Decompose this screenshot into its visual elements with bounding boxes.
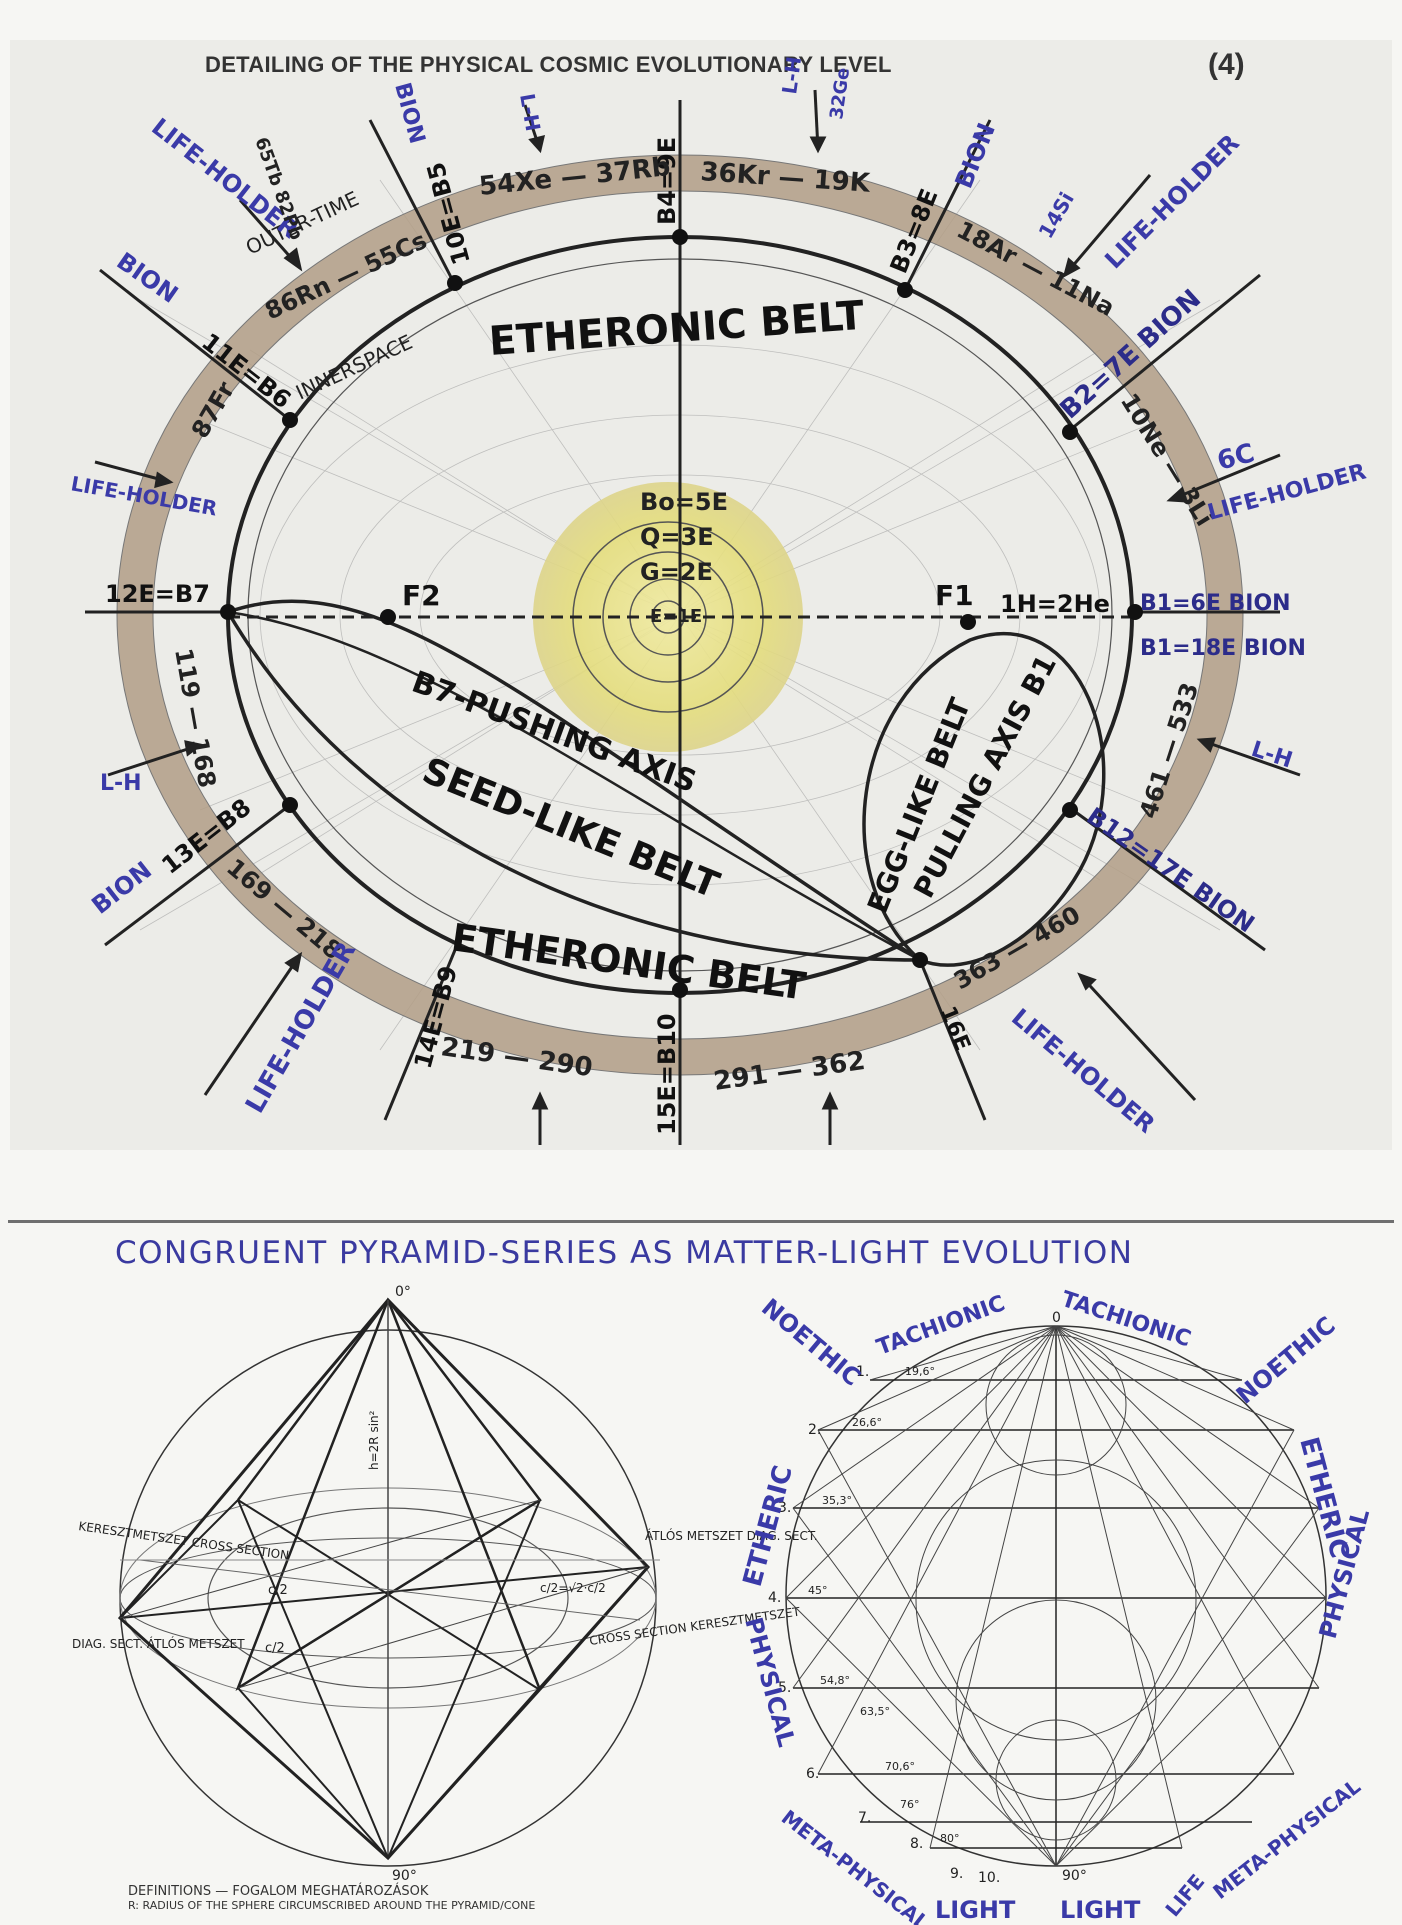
angle-4: 45° [808, 1584, 828, 1597]
section-divider [8, 1220, 1394, 1223]
level-10-label: 10. [978, 1870, 1000, 1886]
noethic-right: NOETHIC [1231, 1311, 1341, 1410]
outer-spokes [85, 100, 1280, 1145]
left-top-deg: 0° [395, 1284, 411, 1300]
arrows [94, 89, 1301, 1145]
focus-f1: F1 [935, 579, 974, 612]
angle-9: 80° [940, 1832, 960, 1845]
node-b1b: B1=18E BION [1140, 636, 1306, 661]
left-bottom-deg: 90° [392, 1868, 417, 1884]
level-4-label: 4. [768, 1590, 781, 1606]
lh-left: L-H [100, 771, 142, 796]
hydrogen-label: 1H=2He [1000, 590, 1110, 618]
core-e: E=1E [650, 606, 702, 627]
definitions: DEFINITIONS — FOGALOM MEGHATÁROZÁSOK R: … [128, 1885, 535, 1913]
level-2-label: 2. [808, 1422, 821, 1438]
h-formula: h=2R sin² [367, 1410, 381, 1470]
level-1-label: 1. [856, 1364, 869, 1380]
node-b1: B1=6E BION [1140, 591, 1291, 616]
right-top-annot: ÁTLÓS METSZET DIAG. SECT. [645, 1528, 818, 1543]
noethic-left: NOETHIC [756, 1293, 866, 1392]
bottom-deg-label: 90° [1062, 1868, 1087, 1884]
node-b4: B4=9E [653, 137, 681, 225]
physical-left: PHYSICAL [739, 1614, 800, 1749]
level-3-label: 3. [778, 1500, 791, 1516]
page-number: (4) [1208, 48, 1245, 81]
angle-7: 70,6° [885, 1760, 915, 1773]
level-5-label: 5. [778, 1680, 791, 1696]
c2-a: c/2 [268, 1583, 288, 1598]
tachionic-left: TACHIONIC [874, 1291, 1009, 1360]
node-dots [220, 229, 1143, 998]
level-7-label: 7. [858, 1810, 871, 1826]
core-g: G=2E [640, 558, 713, 586]
c2v2-formula: c/2=√2·c/2 [540, 1581, 606, 1595]
level-9-label: 9. [950, 1866, 963, 1882]
lh-top2: L-H [777, 55, 806, 96]
top-zero-label: 0 [1052, 1310, 1061, 1326]
egg-like-belt [862, 632, 1106, 967]
angle-1: 19,6° [905, 1365, 935, 1378]
angle-3: 35,3° [822, 1494, 852, 1507]
metaphysical-right: META-PHYSICAL [1208, 1774, 1365, 1904]
life-label: LIFE [1160, 1869, 1209, 1921]
angle-5: 54,8° [820, 1674, 850, 1687]
definitions-line2: R: RADIUS OF THE SPHERE CIRCUMSCRIBED AR… [128, 1899, 536, 1912]
angle-8: 76° [900, 1798, 920, 1811]
level-6-label: 6. [806, 1766, 819, 1782]
c2-b: c/2 [265, 1641, 285, 1656]
etheric-left: ETHERIC [738, 1462, 799, 1589]
core-bo: Bo=5E [640, 488, 728, 516]
tachionic-right: TACHIONIC [1058, 1287, 1194, 1352]
node-b7: 12E=B7 [105, 580, 210, 608]
level-8-label: 8. [910, 1836, 923, 1852]
light-left: LIGHT [935, 1896, 1016, 1924]
light-right: LIGHT [1060, 1896, 1141, 1924]
angle-2: 26,6° [852, 1416, 882, 1429]
core-q: Q=3E [640, 523, 714, 551]
section2-title: CONGRUENT PYRAMID-SERIES AS MATTER-LIGHT… [115, 1235, 1134, 1271]
definitions-line1: DEFINITIONS — FOGALOM MEGHATÁROZÁSOK [128, 1884, 429, 1899]
left-bottom-annot: DIAG. SECT. ÁTLÓS METSZET [72, 1636, 245, 1651]
page-title: DETAILING OF THE PHYSICAL COSMIC EVOLUTI… [205, 52, 892, 77]
angle-6: 63,5° [860, 1705, 890, 1718]
node-b10: 15E=B10 [653, 1013, 681, 1135]
focus-f2: F2 [402, 579, 441, 612]
